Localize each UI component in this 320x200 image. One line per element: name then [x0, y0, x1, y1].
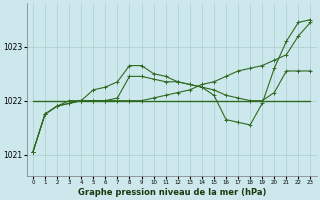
X-axis label: Graphe pression niveau de la mer (hPa): Graphe pression niveau de la mer (hPa) [77, 188, 266, 197]
